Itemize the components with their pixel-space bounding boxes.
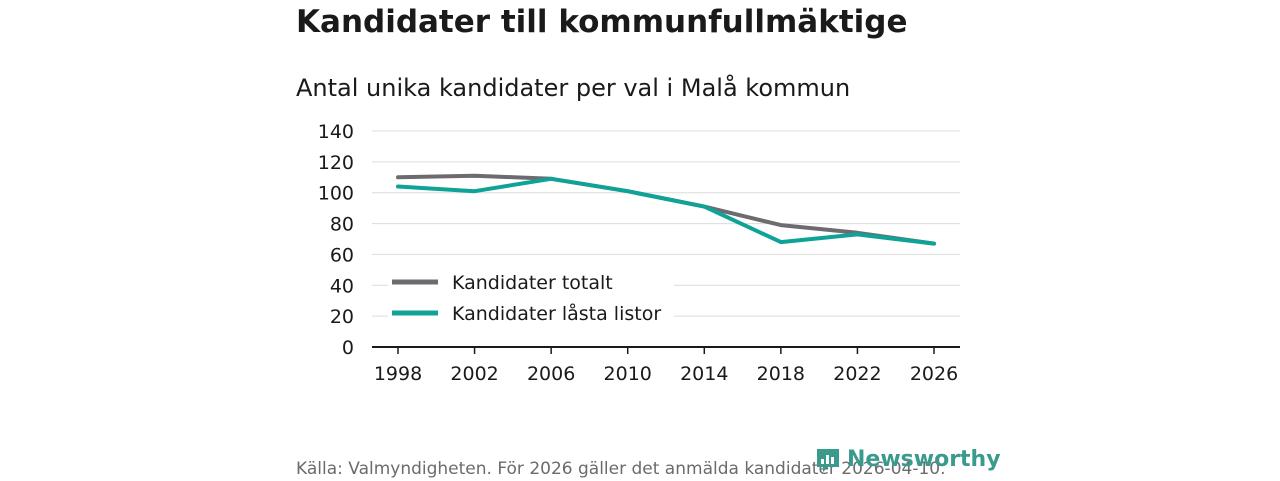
x-axis-ticks: 1998 2002 2006 2010 2014 2018 2022 2026 bbox=[374, 347, 958, 385]
x-tick-label: 2006 bbox=[527, 363, 575, 385]
y-tick-label: 80 bbox=[330, 214, 354, 236]
series-lines bbox=[396, 173, 936, 246]
y-tick-label: 60 bbox=[330, 244, 354, 266]
legend-label: Kandidater låsta listor bbox=[452, 302, 661, 325]
y-tick-label: 120 bbox=[318, 152, 354, 174]
chart-title: Kandidater till kommunfullmäktige bbox=[296, 4, 908, 40]
y-tick-label: 40 bbox=[330, 275, 354, 297]
y-tick-label: 0 bbox=[342, 337, 354, 359]
x-tick-label: 2010 bbox=[604, 363, 652, 385]
legend-label: Kandidater totalt bbox=[452, 272, 613, 294]
x-tick-label: 2018 bbox=[757, 363, 805, 385]
x-tick-label: 2022 bbox=[833, 363, 881, 385]
y-tick-label: 20 bbox=[330, 306, 354, 328]
chart-subtitle: Antal unika kandidater per val i Malå ko… bbox=[296, 74, 851, 102]
newsworthy-logo-icon bbox=[817, 449, 839, 472]
brand-logo: Newsworthy bbox=[815, 446, 1001, 474]
series-line-lasta-listor bbox=[396, 176, 936, 246]
x-tick-label: 2014 bbox=[680, 363, 728, 385]
brand-name: Newsworthy bbox=[847, 447, 1001, 472]
source-note: Källa: Valmyndigheten. För 2026 gäller d… bbox=[296, 459, 946, 479]
y-tick-label: 100 bbox=[318, 183, 354, 205]
x-tick-label: 1998 bbox=[374, 363, 422, 385]
y-tick-label: 140 bbox=[318, 121, 354, 143]
x-tick-label: 2002 bbox=[450, 363, 498, 385]
y-axis-ticks: 0 20 40 60 80 100 120 140 bbox=[318, 121, 354, 359]
x-tick-label: 2026 bbox=[910, 363, 958, 385]
legend: Kandidater totalt Kandidater låsta listor bbox=[388, 268, 674, 327]
